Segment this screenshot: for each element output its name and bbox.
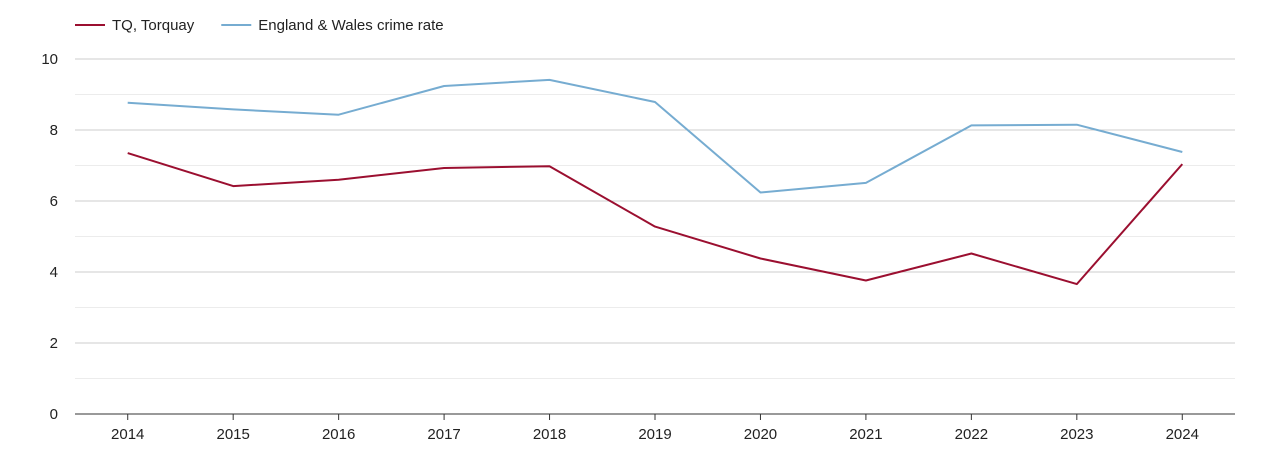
series-line: [127, 152, 1184, 286]
gridlines: [75, 58, 1235, 379]
y-tick-label: 10: [41, 51, 58, 68]
x-tick-label: 2017: [427, 426, 460, 443]
x-tick-label: 2021: [849, 426, 882, 443]
y-tick-label: 6: [50, 193, 58, 210]
y-tick-label: 4: [50, 264, 58, 281]
x-tick-label: 2022: [955, 426, 988, 443]
y-tick-label: 2: [50, 335, 58, 352]
x-tick-label: 2024: [1166, 426, 1199, 443]
y-tick-label: 0: [50, 406, 58, 423]
x-tick-label: 2023: [1060, 426, 1093, 443]
legend-item[interactable]: TQ, Torquay: [75, 17, 195, 34]
x-axis-ticks: 2014 2015 2016 2017 2018 2019 2020 2021 2022 2023…: [111, 414, 1199, 443]
legend-label: England & Wales crime rate: [258, 17, 443, 34]
x-tick-label: 2019: [638, 426, 671, 443]
y-axis-ticks: 0 2 4 6 8 10: [41, 51, 58, 423]
x-tick-label: 2016: [322, 426, 355, 443]
x-tick-label: 2015: [216, 426, 249, 443]
legend-item[interactable]: England & Wales crime rate: [221, 17, 444, 34]
series-line: [127, 78, 1183, 194]
legend: TQ, Torquay England & Wales crime rate: [75, 17, 444, 34]
legend-label: TQ, Torquay: [112, 17, 195, 34]
y-tick-label: 8: [50, 122, 58, 139]
x-tick-label: 2020: [744, 426, 777, 443]
x-tick-label: 2014: [111, 426, 144, 443]
x-tick-label: 2018: [533, 426, 566, 443]
series-lines: [127, 78, 1184, 286]
